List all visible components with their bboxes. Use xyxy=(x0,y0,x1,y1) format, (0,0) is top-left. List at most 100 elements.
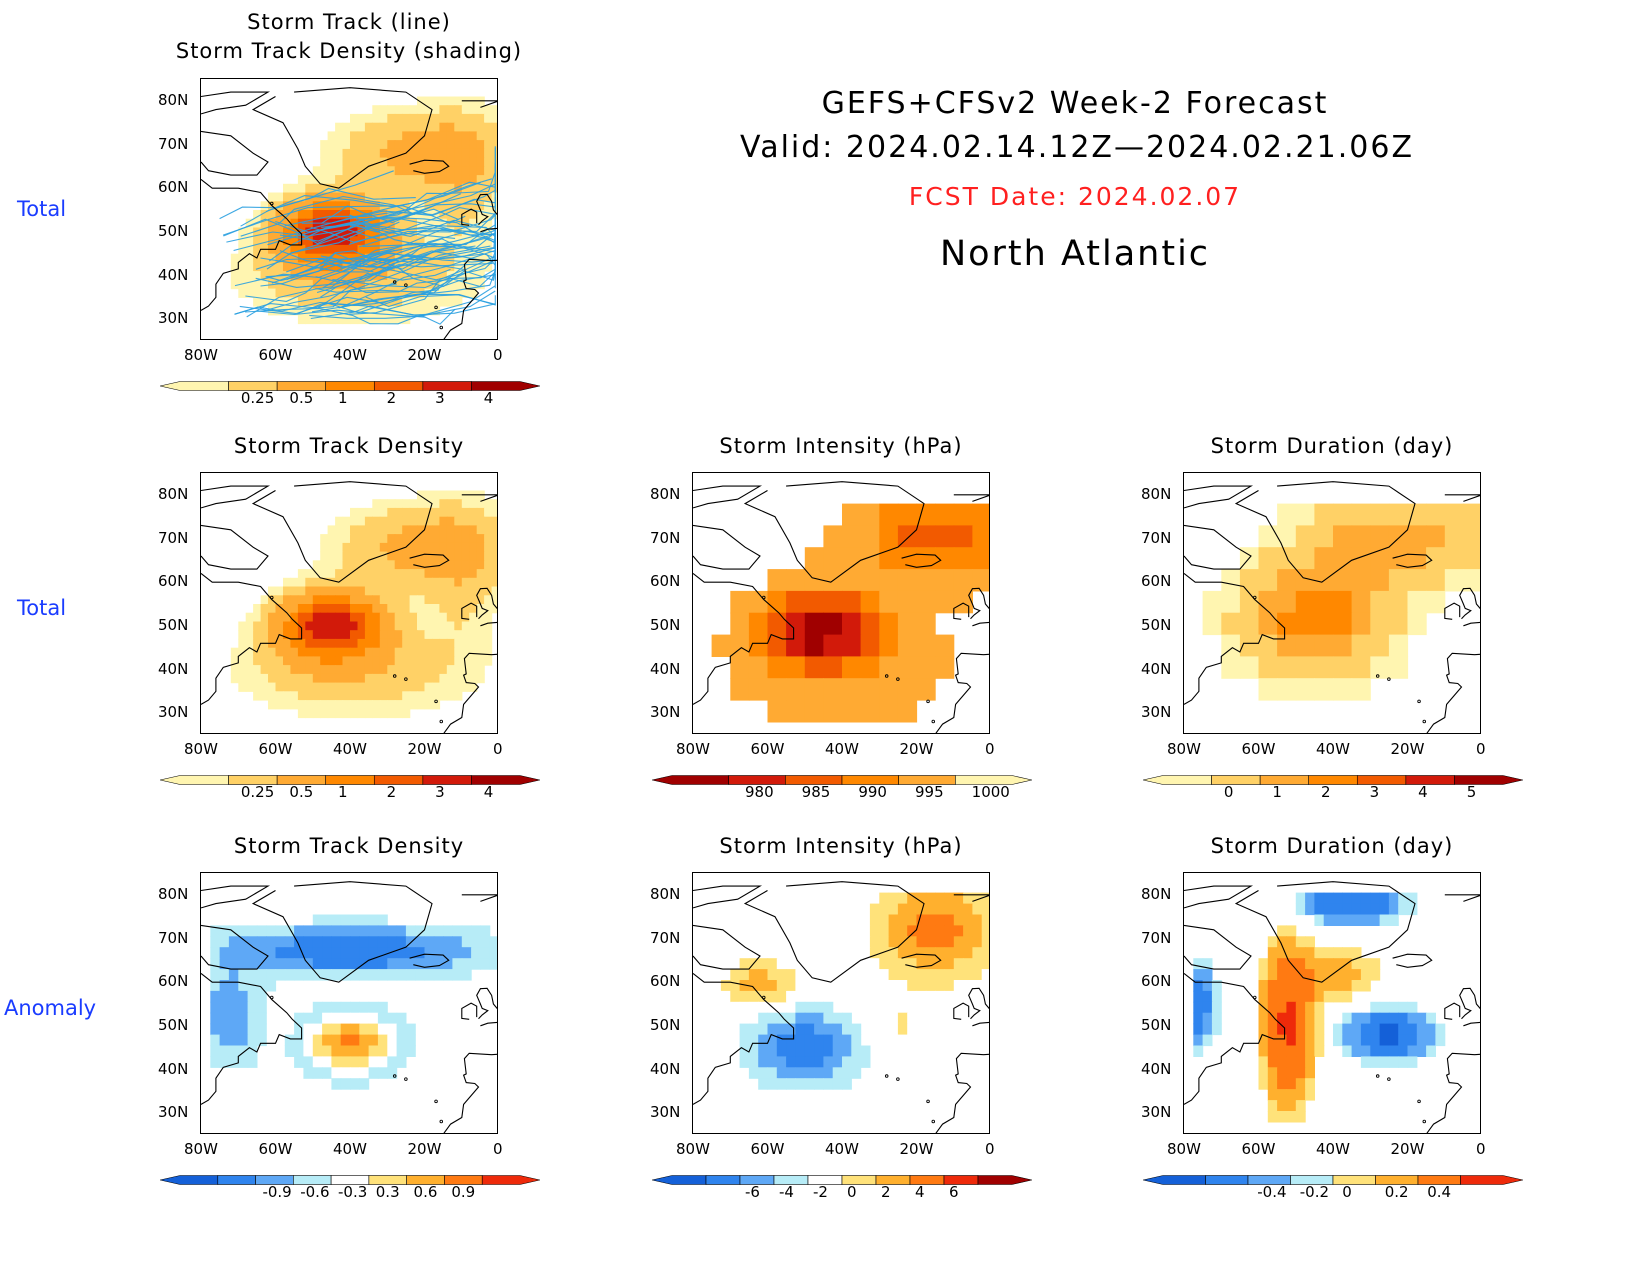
coastline-5 xyxy=(443,258,497,339)
colorbar-swatch xyxy=(422,381,472,391)
lat-label: 80N xyxy=(1141,884,1172,903)
storm-track-lines xyxy=(219,146,496,325)
coastline-9 xyxy=(461,494,497,502)
colorbar-label: 4 xyxy=(483,389,494,407)
coastline-0 xyxy=(251,481,433,583)
lat-label: 30N xyxy=(158,309,189,328)
colorbar-label: 0 xyxy=(1342,1183,1352,1201)
island-0 xyxy=(884,1074,889,1078)
coastline-6 xyxy=(476,587,497,627)
island-1 xyxy=(404,283,408,287)
map-panel-density_total xyxy=(200,472,498,734)
lon-label: 60W xyxy=(750,740,785,758)
colorbar-label: 0.3 xyxy=(375,1183,400,1201)
colorbar-label: 0.5 xyxy=(289,389,314,407)
coastline-4 xyxy=(201,885,271,909)
map-panel-duration_total xyxy=(1183,472,1481,734)
coastline-4 xyxy=(1184,885,1254,909)
coastline-9 xyxy=(1444,894,1480,902)
lon-label: 80W xyxy=(184,740,218,758)
lon-label: 0 xyxy=(985,740,995,758)
colorbar-label: 0.4 xyxy=(1427,1183,1452,1201)
island-1 xyxy=(404,1077,408,1081)
panel-subtitle: Storm Track Density (shading) xyxy=(175,39,523,63)
island-2 xyxy=(1417,1099,1421,1104)
colorbar-swatch xyxy=(1259,775,1310,785)
coastline-1 xyxy=(409,159,450,174)
lon-label: 80W xyxy=(676,740,710,758)
lat-label: 60N xyxy=(158,972,189,991)
coastline-9 xyxy=(953,494,989,502)
colorbar-5: -6 -4 -2 0 2 4 6 xyxy=(651,1172,1033,1201)
coastline-5 xyxy=(935,1052,989,1133)
island-2 xyxy=(926,699,930,704)
row-label-anomaly: Anomaly xyxy=(4,996,97,1020)
panel-title: Storm Track Density xyxy=(233,434,465,458)
coastline-5 xyxy=(1426,1052,1480,1133)
coastline-6 xyxy=(476,987,497,1027)
colorbar-swatch xyxy=(1205,1175,1249,1185)
island-2 xyxy=(1417,699,1421,704)
lon-label: 0 xyxy=(985,1140,995,1158)
island-2 xyxy=(434,305,438,310)
lon-label: 80W xyxy=(184,1140,218,1158)
lon-label: 40W xyxy=(333,1140,367,1158)
island-4 xyxy=(1253,995,1257,1000)
coastline-2 xyxy=(1184,972,1286,1105)
lon-label: 80W xyxy=(1167,1140,1201,1158)
coastline-3 xyxy=(201,130,269,176)
lon-label: 0 xyxy=(1476,1140,1486,1158)
island-3 xyxy=(1422,1119,1427,1124)
colorbar-swatch xyxy=(159,381,229,391)
coastline-3 xyxy=(201,924,269,970)
lat-label: 60N xyxy=(1141,972,1172,991)
density_total-field xyxy=(230,490,497,719)
lat-label: 30N xyxy=(158,1103,189,1122)
lat-label: 30N xyxy=(1141,1103,1172,1122)
colorbar-swatch xyxy=(373,381,424,391)
coastline-1 xyxy=(1392,953,1433,968)
colorbar-swatch xyxy=(651,1175,707,1185)
lon-label: 20W xyxy=(899,740,934,758)
coastline-9 xyxy=(953,894,989,902)
duration_total-field xyxy=(1202,503,1480,701)
forecast-title: GEFS+CFSv2 Week-2 Forecast xyxy=(821,86,1329,121)
coastline-5 xyxy=(1426,652,1480,733)
lon-label: 60W xyxy=(258,1140,293,1158)
lat-label: 80N xyxy=(1141,484,1172,503)
lon-label: 60W xyxy=(258,346,293,364)
coastline-9 xyxy=(461,894,497,902)
colorbar-label: 0 xyxy=(1223,783,1234,801)
lon-label: 40W xyxy=(825,740,859,758)
lat-label: 40N xyxy=(158,1059,189,1078)
coastline-4 xyxy=(693,885,763,909)
colorbar-swatch xyxy=(1356,775,1407,785)
lat-label: 80N xyxy=(158,90,189,109)
lon-label: 40W xyxy=(825,1140,859,1158)
lat-label: 50N xyxy=(650,1015,681,1034)
colorbar-label: 4 xyxy=(1418,783,1428,801)
colorbar-swatch xyxy=(1332,1175,1376,1185)
colorbar-swatch xyxy=(471,775,541,785)
colorbar-swatch xyxy=(705,1175,741,1185)
colorbar-label: 2 xyxy=(881,1183,891,1201)
lat-label: 70N xyxy=(158,528,189,547)
panel-title: Storm Intensity (hPa) xyxy=(719,434,963,458)
island-3 xyxy=(439,719,444,724)
colorbar-label: 990 xyxy=(858,783,887,801)
island-1 xyxy=(1387,1077,1391,1081)
lat-label: 50N xyxy=(158,1015,189,1034)
coastline-5 xyxy=(935,652,989,733)
lon-label: 20W xyxy=(899,1140,934,1158)
coastline-3 xyxy=(693,924,761,970)
coastline-6 xyxy=(476,193,497,233)
lat-label: 70N xyxy=(1141,528,1172,547)
intensity_anom-field xyxy=(702,892,989,1090)
island-0 xyxy=(392,1074,397,1078)
lat-label: 50N xyxy=(1141,1015,1172,1034)
island-3 xyxy=(439,325,444,330)
lat-label: 30N xyxy=(650,703,681,722)
lat-label: 30N xyxy=(158,703,189,722)
coastline-4 xyxy=(201,91,271,115)
colorbar-2: 980 985 990 995 1000 xyxy=(651,772,1033,801)
